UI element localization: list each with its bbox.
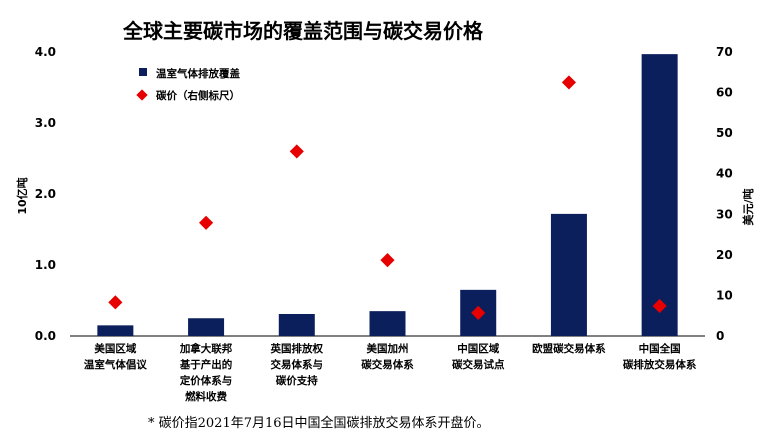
- price-marker: [652, 298, 667, 314]
- right-axis-ticks: 0 10 20 30 40 50 60 70: [716, 45, 733, 343]
- legend-swatch-marker: [136, 89, 148, 101]
- footnote: * 碳价指2021年7月16日中国全国碳排放交易体系开盘价。: [148, 415, 490, 431]
- y-tick-label: 3.0: [35, 116, 56, 130]
- y2-tick-label: 40: [716, 167, 733, 181]
- y2-tick-label: 0: [716, 329, 724, 343]
- y-tick-label: 0.0: [35, 329, 56, 343]
- legend-label-bar: 温室气体排放覆盖: [156, 67, 240, 80]
- y2-tick-label: 70: [716, 45, 733, 59]
- y2-tick-label: 60: [716, 86, 733, 100]
- price-marker: [380, 253, 395, 268]
- category-label: 基于产出的: [179, 358, 233, 371]
- y2-tick-label: 20: [716, 248, 733, 262]
- y-tick-label: 4.0: [35, 45, 56, 59]
- category-label: 燃料收费: [185, 390, 227, 403]
- category-label: 加拿大联邦: [179, 342, 233, 355]
- category-label: 交易体系与: [271, 358, 324, 371]
- category-label: 碳价支持: [276, 374, 318, 387]
- category-label: 英国排放权: [270, 342, 324, 355]
- bar: [641, 54, 678, 336]
- legend-label-marker: 碳价（右侧标尺）: [156, 89, 240, 102]
- category-label: 定价体系与: [179, 374, 233, 387]
- category-label: 中国全国: [639, 342, 681, 355]
- price-marker: [561, 75, 576, 90]
- bar: [278, 313, 315, 336]
- bar: [97, 325, 134, 336]
- category-label: 美国区域: [94, 342, 136, 355]
- price-marker: [471, 305, 486, 320]
- y-tick-label: 2.0: [35, 187, 56, 201]
- category-label: 中国区域: [457, 342, 499, 355]
- category-labels: 美国区域温室气体倡议加拿大联邦基于产出的定价体系与燃料收费英国排放权交易体系与碳…: [84, 342, 697, 403]
- bar-series: [97, 54, 678, 336]
- price-markers: [108, 75, 667, 320]
- legend-swatch-bar: [139, 68, 147, 76]
- category-label: 美国加州: [367, 342, 409, 355]
- category-label: 欧盟碳交易体系: [532, 342, 606, 355]
- legend: 温室气体排放覆盖 碳价（右侧标尺）: [136, 67, 240, 102]
- bar: [369, 311, 406, 336]
- category-label: 温室气体倡议: [84, 358, 147, 371]
- bar: [550, 213, 587, 336]
- chart-title: 全球主要碳市场的覆盖范围与碳交易价格: [122, 19, 484, 43]
- price-marker: [199, 215, 214, 230]
- y2-axis-label: 美元/吨: [741, 188, 755, 225]
- y-axis-label: 10亿吨: [15, 177, 29, 214]
- y2-tick-label: 10: [716, 288, 733, 302]
- y2-tick-label: 50: [716, 126, 733, 140]
- category-label: 碳排放交易体系: [623, 358, 697, 371]
- y-tick-label: 1.0: [35, 258, 56, 272]
- left-axis-ticks: 0.0 1.0 2.0 3.0 4.0: [35, 45, 56, 343]
- price-marker: [108, 295, 123, 310]
- category-label: 碳交易体系: [361, 358, 414, 371]
- bar: [188, 318, 225, 336]
- y2-tick-label: 30: [716, 207, 733, 221]
- category-label: 碳交易试点: [452, 358, 505, 371]
- price-marker: [289, 144, 304, 159]
